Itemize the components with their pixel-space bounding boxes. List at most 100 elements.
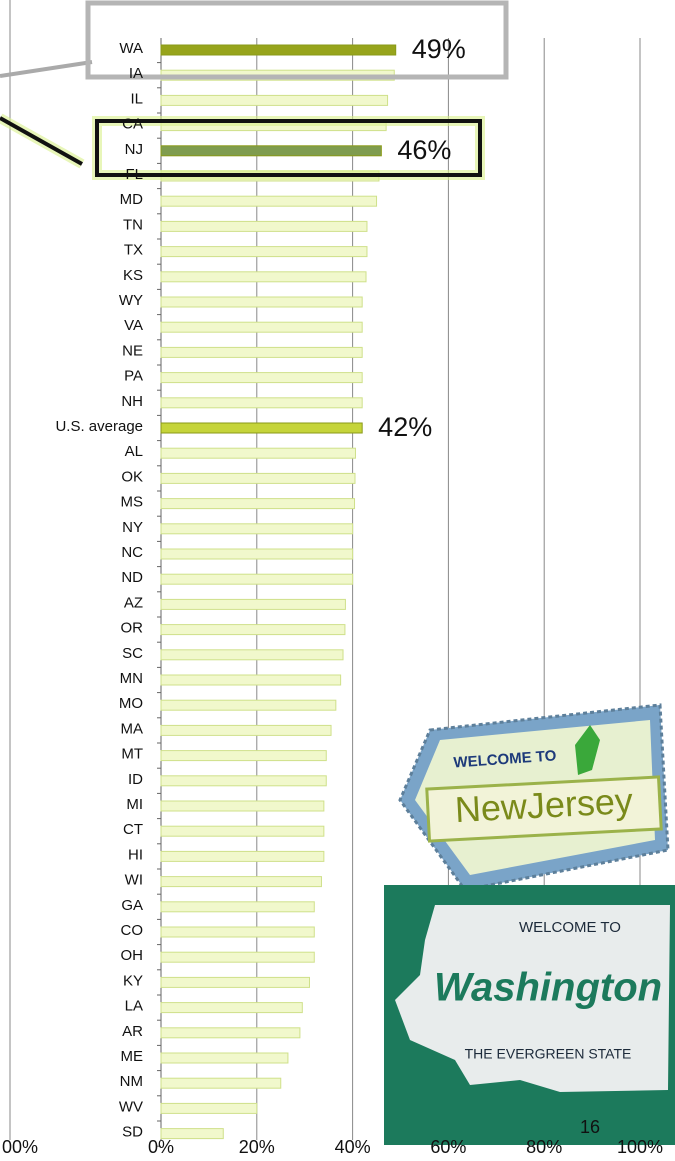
wa-sign: WELCOME TO Washington THE EVERGREEN STAT… — [384, 885, 675, 1145]
bar — [161, 1053, 288, 1063]
y-tick-label: KS — [123, 267, 143, 284]
sign-text: WELCOME TO — [519, 919, 621, 936]
sign-text: Washington — [434, 966, 662, 1010]
y-tick-label: FL — [125, 166, 143, 183]
y-tick-label: MA — [121, 720, 144, 737]
y-tick-label: NM — [120, 1073, 143, 1090]
sign-text: THE EVERGREEN STATE — [465, 1046, 632, 1062]
y-tick-label: ME — [121, 1048, 144, 1065]
bar — [161, 776, 326, 786]
y-tick-label: SC — [122, 645, 143, 662]
bar — [161, 650, 343, 660]
bar — [161, 725, 331, 735]
page-number: 16 — [580, 1117, 600, 1137]
y-tick-label: NJ — [125, 141, 143, 158]
bar — [161, 952, 314, 962]
x-tick-label: 20% — [239, 1137, 275, 1157]
y-tick-label: LA — [125, 998, 143, 1015]
bar — [161, 751, 326, 761]
y-tick-label: OH — [121, 947, 144, 964]
callout-line — [0, 118, 82, 164]
y-tick-label: ND — [121, 569, 143, 586]
fragment-label: 00% — [2, 1137, 38, 1157]
y-tick-label: AR — [122, 1023, 143, 1040]
x-tick-label: 60% — [430, 1137, 466, 1157]
x-tick-label: 0% — [148, 1137, 174, 1157]
bar — [161, 1078, 281, 1088]
value-label: 42% — [378, 412, 432, 442]
y-tick-label: AZ — [124, 594, 143, 611]
y-tick-label: CT — [123, 821, 143, 838]
bar — [161, 877, 321, 887]
y-tick-label: KY — [123, 972, 143, 989]
callout-line — [0, 62, 92, 76]
bar — [161, 322, 362, 332]
bar — [161, 146, 381, 156]
y-tick-label: MD — [120, 191, 143, 208]
y-tick-label: MS — [121, 494, 144, 511]
y-tick-label: CA — [122, 116, 143, 133]
bar — [161, 700, 336, 710]
y-tick-label: MI — [126, 796, 143, 813]
bar — [161, 826, 324, 836]
y-tick-label: GA — [121, 897, 143, 914]
x-tick-label: 100% — [617, 1137, 663, 1157]
y-tick-label: AL — [125, 443, 143, 460]
bar — [161, 347, 362, 357]
y-tick-label: MO — [119, 695, 143, 712]
value-label: 46% — [397, 135, 451, 165]
bar — [161, 448, 355, 458]
nj-sign: WELCOME TO NewJersey — [400, 705, 668, 890]
x-tick-label: 80% — [526, 1137, 562, 1157]
y-tick-label: MT — [121, 746, 143, 763]
bar — [161, 1003, 302, 1013]
bar — [161, 499, 355, 509]
bar — [161, 221, 367, 231]
bar — [161, 473, 355, 483]
y-tick-label: IA — [129, 65, 143, 82]
y-tick-label: NH — [121, 393, 143, 410]
y-tick-label: HI — [128, 846, 143, 863]
bar — [161, 902, 314, 912]
bar — [161, 272, 366, 282]
bar — [161, 196, 377, 206]
y-tick-label: OR — [121, 620, 144, 637]
bar — [161, 247, 367, 257]
bar — [161, 927, 314, 937]
chart: 00% WA 49% IA IL CA NJ 46% FL MD TN TX KS WY VA NE PA NH… — [0, 0, 675, 1161]
y-tick-label: WA — [119, 40, 143, 57]
bar — [161, 599, 345, 609]
y-tick-label: TN — [123, 216, 143, 233]
y-tick-label: NY — [122, 519, 143, 536]
bar — [161, 675, 341, 685]
bar — [161, 1028, 300, 1038]
bar — [161, 423, 362, 433]
y-tick-label: WY — [119, 292, 143, 309]
bar — [161, 1103, 257, 1113]
y-tick-label: MN — [120, 670, 143, 687]
y-tick-label: NE — [122, 342, 143, 359]
bar — [161, 95, 388, 105]
bar — [161, 297, 362, 307]
bar — [161, 398, 362, 408]
value-label: 49% — [412, 34, 466, 64]
y-tick-label: NC — [121, 544, 143, 561]
y-tick-label: PA — [124, 368, 143, 385]
bar — [161, 549, 353, 559]
bar — [161, 524, 353, 534]
y-tick-label: U.S. average — [55, 418, 143, 435]
x-tick-label: 40% — [335, 1137, 371, 1157]
y-tick-label: IL — [130, 90, 143, 107]
y-tick-label: TX — [124, 242, 143, 259]
bar — [161, 801, 324, 811]
bar — [161, 851, 324, 861]
bar — [161, 373, 362, 383]
y-tick-label: VA — [124, 317, 143, 334]
y-tick-label: WI — [125, 872, 143, 889]
bar — [161, 45, 396, 55]
bar — [161, 977, 309, 987]
y-tick-label: WV — [119, 1098, 143, 1115]
bar — [161, 574, 353, 584]
bar — [161, 625, 345, 635]
y-tick-label: ID — [128, 771, 143, 788]
